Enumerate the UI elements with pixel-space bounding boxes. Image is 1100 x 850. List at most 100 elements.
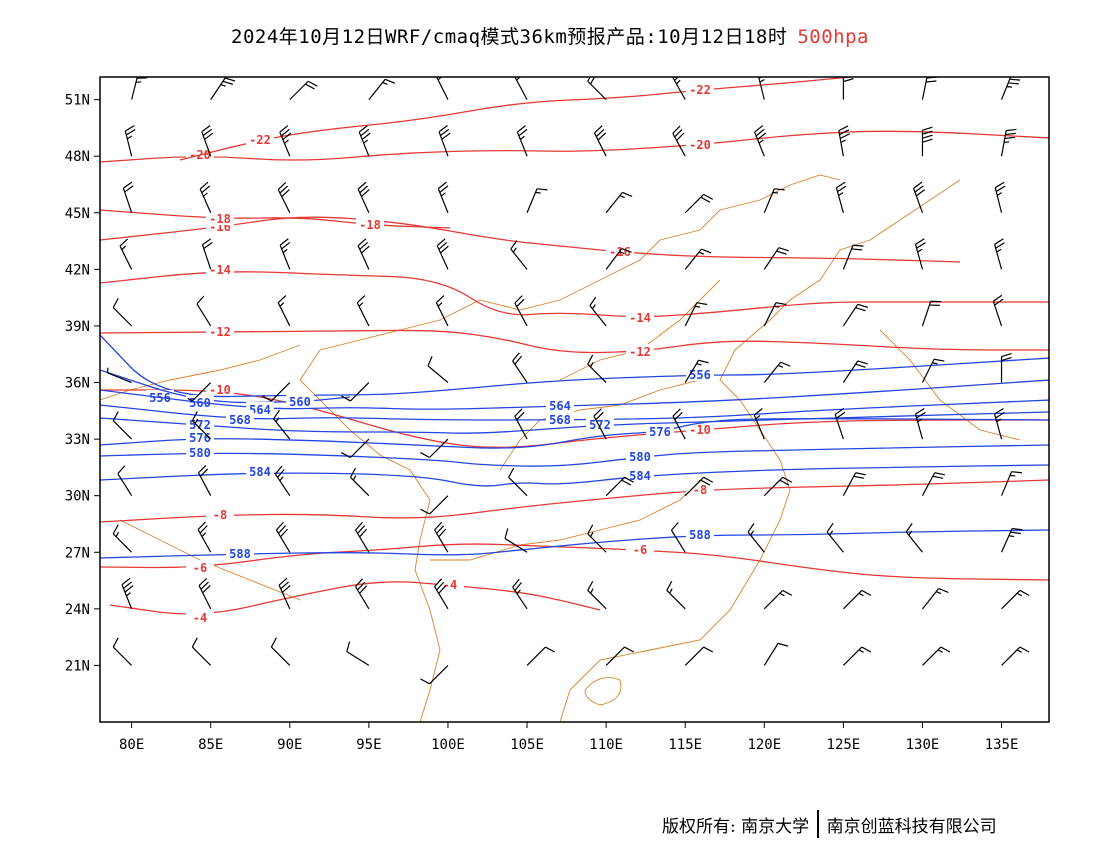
wind-barb: [420, 438, 449, 459]
wind-barb: [838, 125, 850, 157]
lat-label: 24N: [65, 602, 90, 618]
wind-barb: [605, 248, 632, 270]
wind-barb: [438, 125, 451, 157]
wind-barb: [435, 295, 449, 327]
wind-barb: [587, 77, 607, 101]
wind-barb: [684, 193, 714, 214]
latitude-axis: 51N 48N 45N 42N 39N 36N 33N 30N 27N 24N 21N: [65, 93, 100, 674]
wind-barb: [349, 467, 370, 497]
contour-label-bg: [546, 398, 574, 412]
contour-label: 584: [249, 465, 271, 479]
wind-barb: [922, 646, 951, 666]
contour-label: -20: [689, 138, 711, 152]
lon-label: 90E: [277, 737, 302, 753]
contour-label-bg: [686, 422, 714, 436]
contour-label: -12: [209, 325, 231, 339]
wind-barbs: [106, 77, 1030, 685]
contour-label-bg: [226, 412, 254, 426]
wind-barb: [763, 589, 793, 610]
map-title: 2024年10月12日WRF/cmaq模式36km预报产品:10月12日18时 5…: [0, 22, 1100, 49]
wind-barb: [289, 80, 318, 101]
contour-line: [109, 581, 601, 615]
contour-label: -22: [689, 83, 711, 97]
wind-barb: [672, 408, 686, 440]
contour-label: -12: [629, 345, 651, 359]
wind-barb: [921, 300, 942, 327]
lon-label: 85E: [198, 737, 223, 753]
wind-barb: [921, 587, 949, 610]
contour-label-bg: [436, 577, 464, 591]
contour-line: [100, 418, 1049, 449]
contour-line: [100, 479, 1049, 523]
credits: 版权所有: 南京大学 南京创蓝科技有限公司: [662, 810, 997, 838]
contour-label: -8: [213, 508, 227, 522]
contour-label-bg: [356, 217, 384, 231]
wind-barb: [279, 125, 292, 157]
wind-barb: [842, 589, 872, 610]
wind-barb: [112, 298, 133, 327]
lat-label: 51N: [65, 93, 90, 109]
wind-barb: [763, 476, 793, 497]
wind-barb: [106, 367, 132, 384]
wind-barb: [277, 181, 291, 214]
contour-label-bg: [546, 412, 574, 426]
wind-barb: [112, 411, 133, 440]
contour-label-bg: [246, 132, 274, 146]
contour-label-bg: [206, 507, 234, 521]
contour-label-bg: [186, 430, 214, 444]
temperature-contours: -4-4-6-6-8-8-10-10-12-12-14-14-16-16-18-…: [100, 77, 1049, 625]
wind-barb: [121, 577, 134, 610]
lat-label: 33N: [65, 432, 90, 448]
lon-label: 110E: [589, 737, 623, 753]
wind-barb: [1001, 646, 1030, 666]
wind-barb: [261, 382, 291, 402]
wind-barb: [842, 360, 868, 383]
wind-barb: [131, 77, 148, 100]
island-border: [584, 677, 622, 706]
lon-label: 135E: [985, 737, 1019, 753]
map-frame: [99, 76, 1050, 723]
lat-label: 39N: [65, 319, 90, 335]
border-line: [499, 379, 701, 471]
border-line: [299, 174, 841, 722]
wind-barb: [112, 637, 133, 666]
pressure-level-label: 500hpa: [797, 26, 869, 48]
wind-barb: [763, 361, 791, 383]
wind-barb: [112, 524, 133, 553]
contour-label: -6: [193, 561, 207, 575]
contour-label-bg: [686, 482, 714, 496]
wind-barb: [1001, 527, 1023, 553]
contour-label: 584: [629, 469, 651, 483]
wind-barb: [275, 521, 291, 553]
wind-barb: [994, 181, 1006, 213]
lon-label: 100E: [431, 737, 465, 753]
contour-line: [100, 130, 1049, 163]
wind-barb: [684, 476, 714, 497]
wind-barb: [763, 247, 789, 270]
wind-barb: [593, 408, 607, 440]
wind-barb: [279, 238, 291, 270]
wind-barb: [747, 523, 765, 553]
wind-barb: [834, 407, 846, 440]
title-main: 2024年10月12日WRF/cmaq模式36km预报产品:10月12日18时: [231, 26, 788, 48]
wind-barb: [198, 577, 212, 610]
wind-barb: [587, 580, 607, 610]
wind-barb: [1000, 471, 1022, 496]
contour-label: -4: [193, 611, 207, 625]
wind-barb: [368, 78, 396, 101]
contour-label-bg: [646, 424, 674, 438]
wind-barb: [434, 578, 449, 610]
contour-label-bg: [686, 82, 714, 96]
wind-barb: [593, 125, 607, 157]
wind-barb: [512, 578, 528, 610]
contour-label: 568: [229, 413, 251, 427]
wind-barb: [197, 464, 212, 496]
wind-barb: [191, 411, 212, 440]
wind-barb: [842, 303, 868, 327]
contour-label: 560: [289, 395, 311, 409]
wind-barb: [605, 646, 634, 666]
contour-label-bg: [626, 310, 654, 324]
wind-barb: [508, 467, 528, 497]
contour-label: 568: [549, 413, 571, 427]
